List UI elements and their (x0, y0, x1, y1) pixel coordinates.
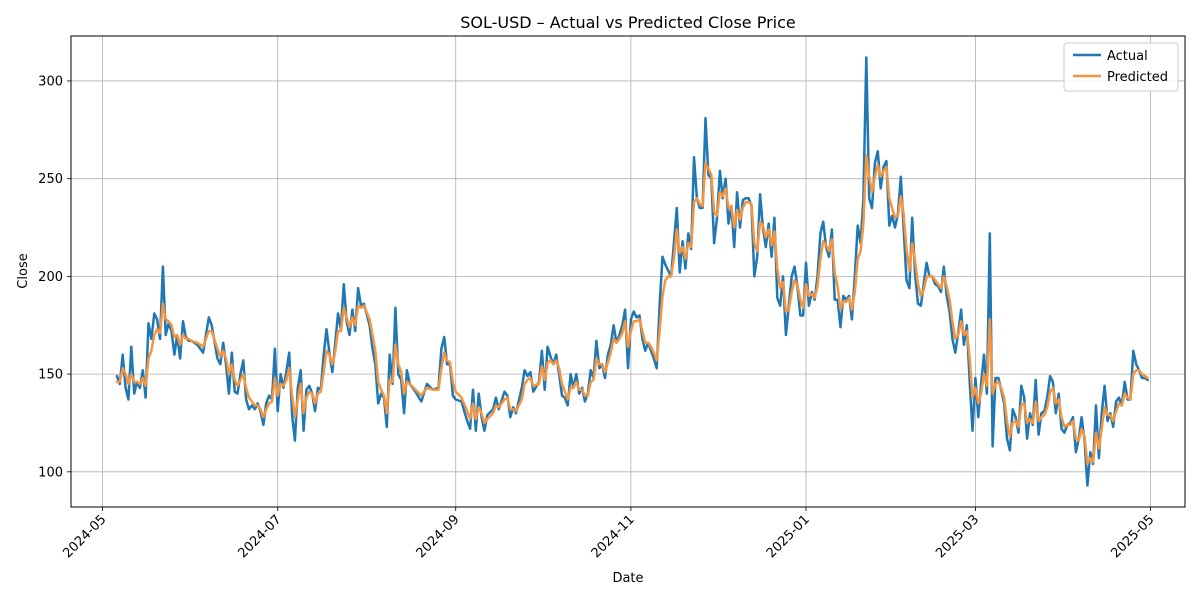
chart-title: SOL-USD – Actual vs Predicted Close Pric… (460, 13, 796, 32)
y-tick-label: 150 (38, 368, 63, 383)
y-tick-label: 300 (38, 74, 63, 89)
y-axis: 100 150 200 250 300 (38, 74, 71, 480)
legend-label-actual: Actual (1107, 49, 1148, 64)
y-tick-label: 200 (38, 270, 63, 285)
legend-label-predicted: Predicted (1107, 70, 1168, 85)
y-axis-label: Close (16, 253, 31, 288)
y-tick-label: 100 (38, 465, 63, 480)
x-axis-label: Date (612, 571, 643, 586)
legend: Actual Predicted (1063, 42, 1179, 92)
series-line-predicted (115, 153, 1149, 466)
y-tick-label: 250 (38, 172, 63, 187)
series-layer (115, 56, 1149, 487)
series-line-actual (115, 56, 1149, 487)
plot-frame (70, 35, 1186, 508)
